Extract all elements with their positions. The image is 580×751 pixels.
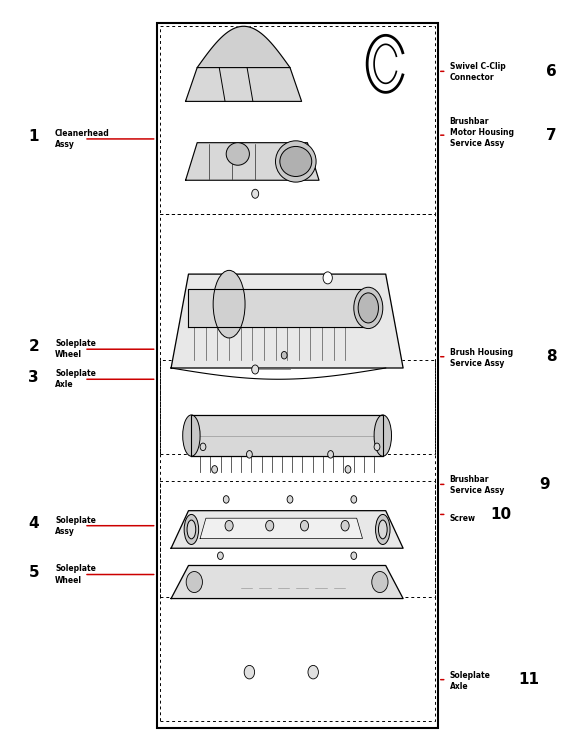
Bar xyxy=(160,481,435,721)
Circle shape xyxy=(351,496,357,503)
Ellipse shape xyxy=(280,146,312,176)
Polygon shape xyxy=(200,518,362,538)
Ellipse shape xyxy=(276,141,316,182)
Bar xyxy=(160,360,435,597)
Ellipse shape xyxy=(226,143,249,165)
Circle shape xyxy=(244,665,255,679)
Circle shape xyxy=(200,443,206,451)
Ellipse shape xyxy=(376,514,390,544)
Ellipse shape xyxy=(213,270,245,338)
Bar xyxy=(160,26,435,214)
Ellipse shape xyxy=(354,288,383,329)
Polygon shape xyxy=(191,415,383,456)
Circle shape xyxy=(341,520,349,531)
Bar xyxy=(160,214,435,454)
Text: 4: 4 xyxy=(28,516,39,531)
Circle shape xyxy=(252,189,259,198)
Text: Soleplate
Axle: Soleplate Axle xyxy=(55,369,96,389)
Circle shape xyxy=(328,451,334,458)
Circle shape xyxy=(186,572,202,593)
Text: 6: 6 xyxy=(546,64,557,79)
Text: Swivel C-Clip
Connector: Swivel C-Clip Connector xyxy=(450,62,505,83)
Ellipse shape xyxy=(358,293,378,323)
Text: 10: 10 xyxy=(490,507,511,522)
Bar xyxy=(157,23,438,728)
Polygon shape xyxy=(188,289,368,327)
Text: 11: 11 xyxy=(518,672,539,687)
Circle shape xyxy=(372,572,388,593)
Polygon shape xyxy=(171,511,403,548)
Circle shape xyxy=(223,496,229,503)
Text: 8: 8 xyxy=(546,349,556,364)
Polygon shape xyxy=(186,68,302,101)
Polygon shape xyxy=(186,143,319,180)
Circle shape xyxy=(300,520,309,531)
Text: 1: 1 xyxy=(28,129,39,144)
Ellipse shape xyxy=(187,520,196,539)
Circle shape xyxy=(323,272,332,284)
Circle shape xyxy=(252,365,259,374)
Circle shape xyxy=(281,351,287,359)
Text: Cleanerhead
Assy: Cleanerhead Assy xyxy=(55,129,110,149)
Circle shape xyxy=(218,552,223,559)
Circle shape xyxy=(246,451,252,458)
Text: Soleplate
Axle: Soleplate Axle xyxy=(450,671,490,691)
Polygon shape xyxy=(171,274,403,368)
Text: 7: 7 xyxy=(546,128,556,143)
Text: 9: 9 xyxy=(539,477,549,492)
Circle shape xyxy=(212,466,218,473)
Text: Brushbar
Service Assy: Brushbar Service Assy xyxy=(450,475,504,496)
Ellipse shape xyxy=(184,514,198,544)
Text: Soleplate
Wheel: Soleplate Wheel xyxy=(55,565,96,584)
Ellipse shape xyxy=(183,415,200,456)
Circle shape xyxy=(225,520,233,531)
Text: Screw: Screw xyxy=(450,514,476,523)
Text: Soleplate
Wheel: Soleplate Wheel xyxy=(55,339,96,359)
Circle shape xyxy=(266,520,274,531)
Ellipse shape xyxy=(374,415,392,456)
Circle shape xyxy=(308,665,318,679)
Polygon shape xyxy=(197,26,290,68)
Text: Brush Housing
Service Assy: Brush Housing Service Assy xyxy=(450,348,513,368)
Text: Brushbar
Motor Housing
Service Assy: Brushbar Motor Housing Service Assy xyxy=(450,117,513,149)
Text: 2: 2 xyxy=(28,339,39,354)
Polygon shape xyxy=(171,566,403,599)
Circle shape xyxy=(345,466,351,473)
Text: 5: 5 xyxy=(28,565,39,580)
Text: 3: 3 xyxy=(28,369,39,385)
Ellipse shape xyxy=(378,520,387,539)
Circle shape xyxy=(374,443,380,451)
Circle shape xyxy=(287,496,293,503)
Text: Soleplate
Assy: Soleplate Assy xyxy=(55,516,96,535)
Circle shape xyxy=(351,552,357,559)
